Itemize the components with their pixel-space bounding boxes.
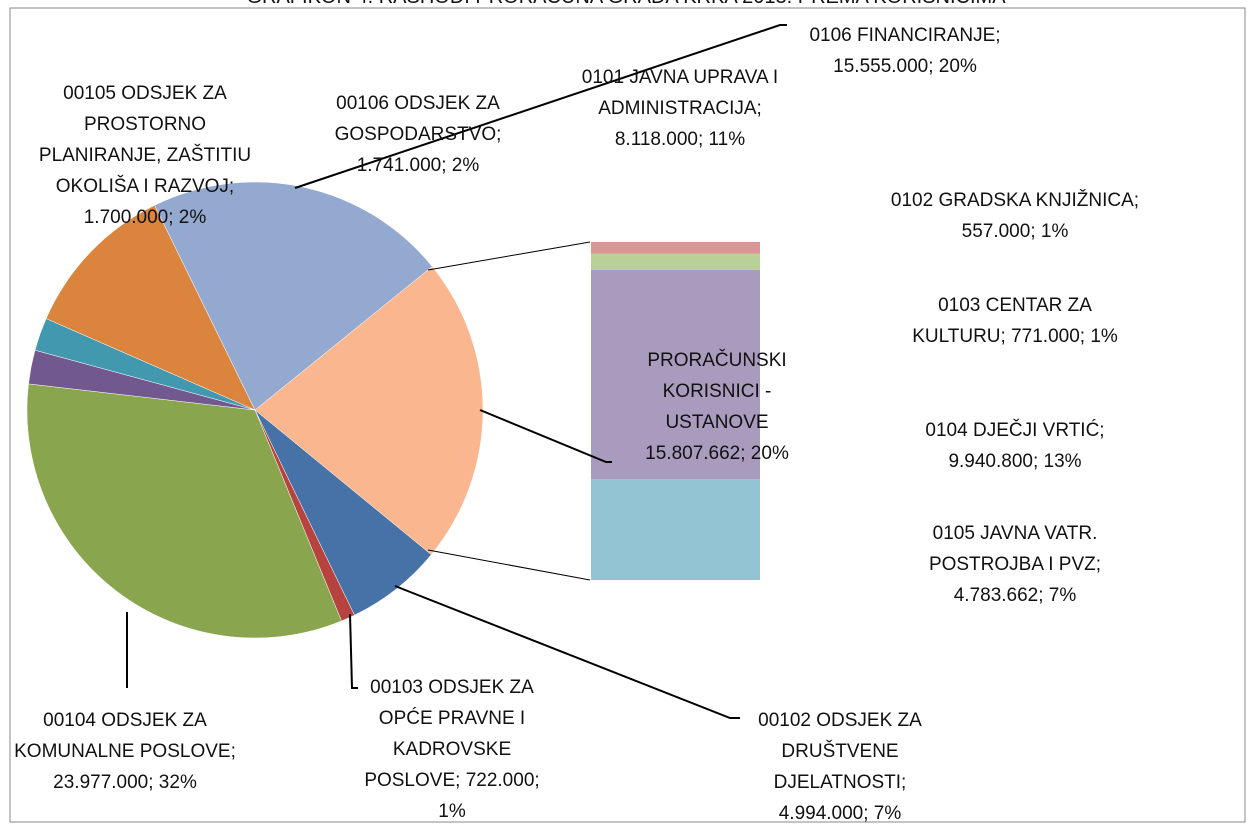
category-label: 0103 CENTAR ZA KULTURU; [912, 295, 1092, 347]
data-label: 0106 FINANCIRANJE; 15.555.000; 20% [780, 20, 1030, 82]
leader-line [349, 613, 358, 689]
bar-segment [591, 269, 760, 480]
value-label: 4.994.000; 7% [778, 803, 902, 824]
bar-segment [591, 479, 760, 580]
category-label: 00102 ODSJEK ZA DRUŠTVENE DJELATNOSTI; [758, 710, 922, 793]
value-label: 557.000; 1% [961, 221, 1069, 242]
pie-slice [154, 181, 433, 411]
value-label: 1.700.000; 2% [83, 207, 207, 228]
data-label: 0103 CENTAR ZA KULTURU; 771.000; 1% [890, 290, 1140, 352]
data-label: 0101 JAVNA UPRAVA I ADMINISTRACIJA; 8.11… [560, 62, 800, 155]
data-label: 0105 JAVNA VATR. POSTROJBA I PVZ; 4.783.… [890, 518, 1140, 611]
category-label: 0101 JAVNA UPRAVA I ADMINISTRACIJA; [581, 67, 779, 119]
category-label: 00103 ODSJEK ZA OPĆE PRAVNE I KADROVSKE … [364, 677, 534, 791]
leader-line [479, 409, 612, 463]
bar-segment [591, 253, 760, 270]
category-label: 00104 ODSJEK ZA KOMUNALNE POSLOVE; [14, 710, 236, 762]
category-label: 00106 ODSJEK ZA GOSPODARSTVO; [334, 93, 502, 145]
data-label: 00102 ODSJEK ZA DRUŠTVENE DJELATNOSTI; 4… [730, 705, 950, 825]
data-label: 00106 ODSJEK ZA GOSPODARSTVO; 1.741.000;… [318, 88, 518, 181]
value-label: 23.977.000; 32% [53, 772, 197, 793]
data-label: 00105 ODSJEK ZA PROSTORNO PLANIRANJE, ZA… [28, 78, 263, 233]
pie-slice [45, 204, 256, 411]
leader-line [394, 585, 740, 719]
value-label: 15.555.000; 20% [833, 56, 977, 77]
frame [9, 7, 1246, 823]
data-label: 00104 ODSJEK ZA KOMUNALNE POSLOVE; 23.97… [5, 705, 245, 798]
category-label: 0104 DJEČJI VRTIĆ; [925, 420, 1105, 441]
chart-title: GRAFIKON 4. RASHODI PRORAČUNA GRADA KRKA… [0, 0, 1252, 9]
value-label: 1.741.000; 2% [356, 155, 480, 176]
bar-segment [591, 242, 760, 254]
value-label: 9.940.800; 13% [948, 451, 1082, 472]
category-label: PRORAČUNSKI KORISNICI - USTANOVE [647, 350, 787, 433]
data-label: 00103 ODSJEK ZA OPĆE PRAVNE I KADROVSKE … [352, 672, 552, 825]
data-label: 0104 DJEČJI VRTIĆ; 9.940.800; 13% [890, 415, 1140, 477]
category-label: 0102 GRADSKA KNJIŽNICA; [890, 190, 1140, 211]
data-label: PRORAČUNSKI KORISNICI - USTANOVE 15.807.… [617, 345, 817, 469]
data-label: 0102 GRADSKA KNJIŽNICA; 557.000; 1% [890, 185, 1140, 247]
value-label: 15.807.662; 20% [645, 443, 789, 464]
category-label: 0106 FINANCIRANJE; [809, 25, 1001, 46]
leader-line [427, 241, 591, 271]
value-label: 4.783.662; 7% [953, 585, 1077, 606]
value-label: 722.000; 1% [438, 770, 540, 822]
leader-line [294, 24, 787, 189]
pie-slice [26, 383, 342, 639]
category-label: 00105 ODSJEK ZA PROSTORNO PLANIRANJE, ZA… [38, 83, 252, 197]
value-label: 8.118.000; 11% [614, 129, 746, 150]
value-label: 771.000; 1% [1011, 326, 1118, 347]
leader-line [427, 549, 591, 581]
category-label: 0105 JAVNA VATR. POSTROJBA I PVZ; [928, 523, 1102, 575]
